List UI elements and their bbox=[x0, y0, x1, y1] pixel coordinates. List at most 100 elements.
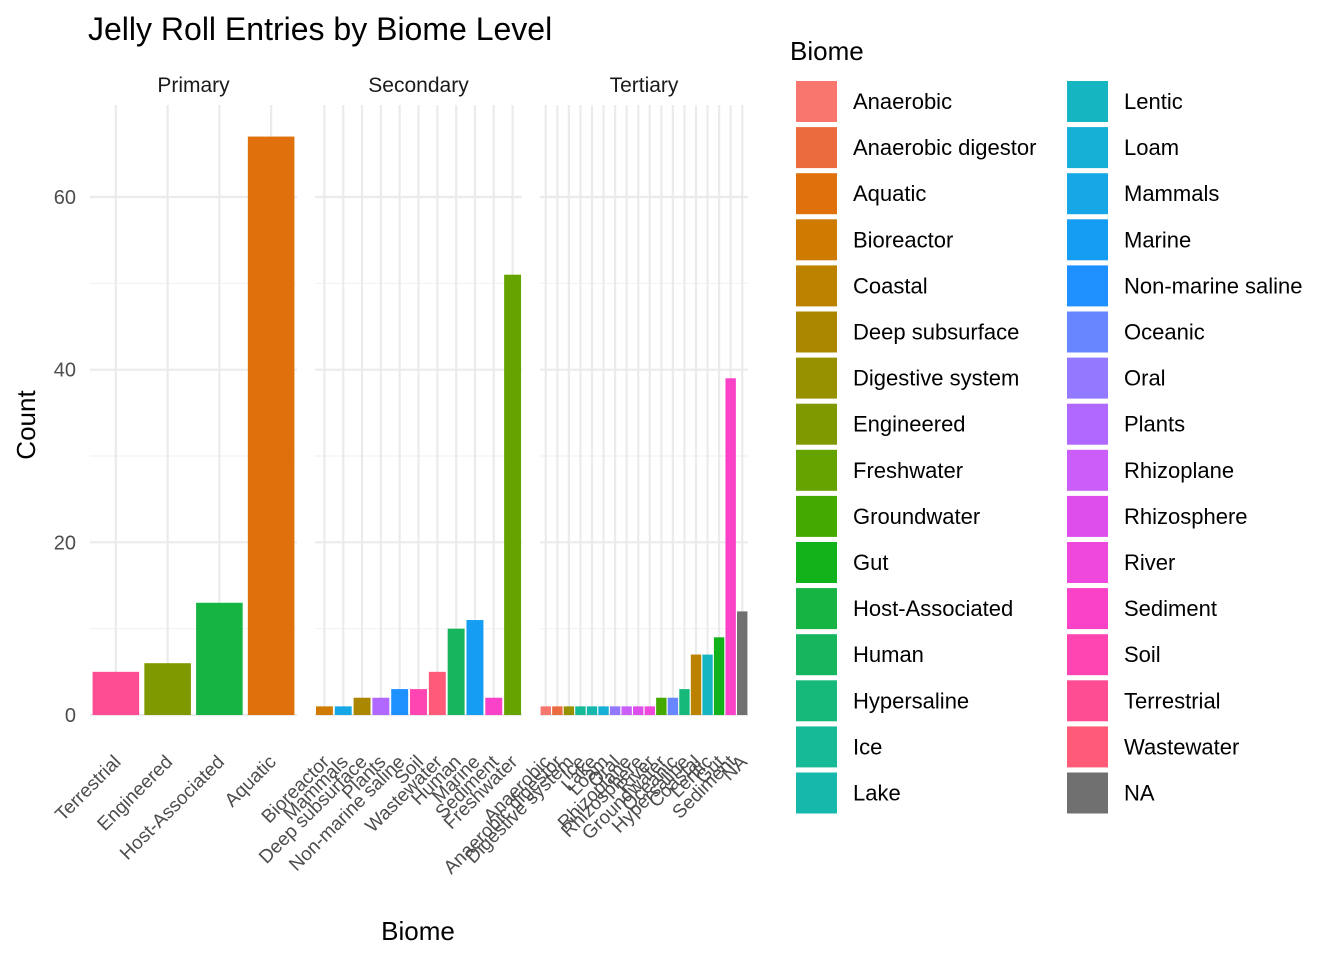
bar bbox=[598, 706, 609, 715]
legend-item: Anaerobic bbox=[796, 81, 952, 122]
legend-item: Marine bbox=[1067, 219, 1191, 261]
legend-item: Groundwater bbox=[796, 495, 980, 537]
legend-item: Engineered bbox=[796, 403, 966, 445]
legend-swatch bbox=[1067, 357, 1108, 399]
legend-item: Non-marine saline bbox=[1067, 265, 1303, 307]
bar bbox=[690, 654, 702, 715]
legend-label: Loam bbox=[1124, 135, 1179, 160]
bar bbox=[504, 274, 522, 715]
legend-swatch bbox=[796, 81, 837, 122]
bar bbox=[372, 697, 390, 715]
legend-item: Host-Associated bbox=[796, 588, 1013, 630]
legend-swatch bbox=[796, 634, 837, 676]
bar bbox=[447, 628, 465, 715]
legend-label: Host-Associated bbox=[853, 596, 1013, 621]
legend-label: Sediment bbox=[1124, 596, 1217, 621]
bar bbox=[702, 654, 713, 715]
y-axis-title: Count bbox=[11, 390, 41, 460]
chart-title: Jelly Roll Entries by Biome Level bbox=[88, 11, 552, 47]
legend-item: Ice bbox=[796, 726, 882, 768]
bar bbox=[633, 706, 644, 715]
legend-label: Freshwater bbox=[853, 458, 963, 483]
legend-label: Mammals bbox=[1124, 181, 1219, 206]
legend-swatch bbox=[1067, 127, 1108, 169]
legend-item: Hypersaline bbox=[796, 680, 969, 722]
legend-swatch bbox=[796, 403, 837, 445]
legend-swatch bbox=[1067, 542, 1108, 583]
legend-swatch bbox=[1067, 726, 1108, 768]
legend-item: Lentic bbox=[1067, 81, 1183, 122]
legend-item: Aquatic bbox=[796, 173, 926, 215]
legend-item: Soil bbox=[1067, 634, 1161, 676]
legend-swatch bbox=[1067, 403, 1108, 445]
bar bbox=[609, 706, 621, 715]
legend-swatch bbox=[796, 219, 837, 261]
y-tick-label: 60 bbox=[54, 187, 76, 209]
legend-label: Rhizosphere bbox=[1124, 504, 1248, 529]
legend-swatch bbox=[1067, 81, 1108, 122]
facet-panel-primary: PrimaryTerrestrialEngineeredHost-Associa… bbox=[52, 74, 297, 864]
legend-swatch bbox=[796, 542, 837, 583]
bar bbox=[92, 671, 140, 715]
legend-label: Human bbox=[853, 642, 924, 667]
legend-label: Groundwater bbox=[853, 504, 980, 529]
legend-swatch bbox=[796, 772, 837, 814]
legend-item: Human bbox=[796, 634, 924, 676]
facet-panels: PrimaryTerrestrialEngineeredHost-Associa… bbox=[52, 74, 752, 879]
legend-label: Marine bbox=[1124, 227, 1191, 252]
legend-swatch bbox=[796, 449, 837, 491]
legend-item: Anaerobic digestor bbox=[796, 127, 1036, 169]
bar bbox=[621, 706, 632, 715]
facet-label: Secondary bbox=[368, 74, 469, 97]
legend-item: Oral bbox=[1067, 357, 1166, 399]
y-axis-ticks: 0 20 40 60 bbox=[54, 187, 76, 727]
bar bbox=[247, 136, 295, 716]
legend-item: Freshwater bbox=[796, 449, 963, 491]
legend-label: River bbox=[1124, 550, 1175, 575]
legend-item: Deep subsurface bbox=[796, 311, 1019, 353]
legend-item: Rhizoplane bbox=[1067, 449, 1234, 491]
legend-swatch bbox=[1067, 680, 1108, 722]
legend-label: Anaerobic bbox=[853, 89, 952, 114]
y-tick-label: 0 bbox=[65, 705, 76, 727]
legend-swatch bbox=[1067, 634, 1108, 676]
legend-swatch bbox=[796, 173, 837, 215]
legend-item: NA bbox=[1067, 772, 1155, 814]
legend-item: River bbox=[1067, 542, 1175, 583]
bar bbox=[586, 706, 598, 715]
legend-item: Bioreactor bbox=[796, 219, 953, 261]
bar bbox=[466, 620, 484, 715]
bar bbox=[540, 706, 551, 715]
legend-label: Ice bbox=[853, 734, 882, 759]
legend-label: Lentic bbox=[1124, 89, 1183, 114]
legend-swatch bbox=[1067, 495, 1108, 537]
legend-label: Soil bbox=[1124, 642, 1161, 667]
legend-item: Oceanic bbox=[1067, 311, 1205, 353]
legend-label: Oral bbox=[1124, 366, 1166, 391]
legend-swatch bbox=[1067, 311, 1108, 353]
facet-label: Tertiary bbox=[610, 74, 679, 97]
legend-item: Sediment bbox=[1067, 588, 1217, 630]
legend-item: Plants bbox=[1067, 403, 1185, 445]
bar bbox=[575, 706, 586, 715]
legend-swatch bbox=[796, 726, 837, 768]
legend-swatch bbox=[796, 127, 837, 169]
legend-item: Gut bbox=[796, 542, 888, 583]
bar bbox=[410, 689, 427, 715]
legend-title: Biome bbox=[790, 36, 864, 66]
bar bbox=[391, 689, 409, 715]
legend-label: Deep subsurface bbox=[853, 320, 1019, 345]
legend-label: Gut bbox=[853, 550, 888, 575]
bar bbox=[315, 706, 333, 715]
legend-swatch bbox=[1067, 588, 1108, 630]
legend-label: Coastal bbox=[853, 273, 928, 298]
legend-swatch bbox=[1067, 265, 1108, 307]
legend-item: Terrestrial bbox=[1067, 680, 1221, 722]
bar bbox=[737, 611, 748, 715]
legend-label: Plants bbox=[1124, 412, 1185, 437]
legend-swatch bbox=[1067, 219, 1108, 261]
bar bbox=[644, 706, 655, 715]
bar bbox=[144, 663, 191, 715]
legend-swatch bbox=[1067, 173, 1108, 215]
